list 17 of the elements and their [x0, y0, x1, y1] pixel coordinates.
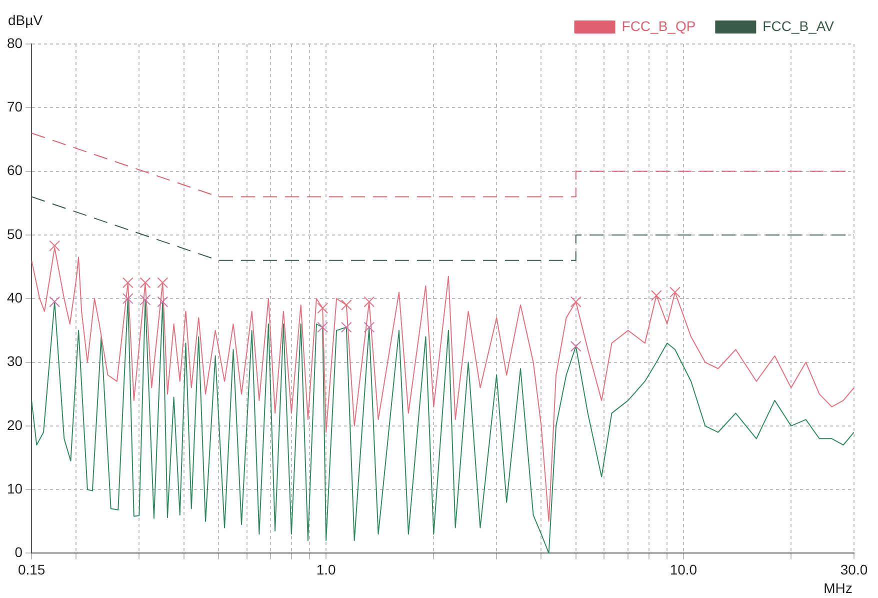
y-tick-label: 20	[6, 416, 23, 433]
legend-label: FCC_B_AV	[762, 18, 835, 34]
legend-label: FCC_B_QP	[622, 18, 696, 34]
y-tick-label: 0	[14, 544, 23, 560]
y-tick-label: 30	[6, 353, 23, 370]
x-tick-label: 10.0	[670, 561, 698, 578]
y-tick-label: 80	[6, 34, 23, 51]
x-tick-label: 1.0	[316, 561, 336, 578]
x-tick-label: 0.15	[18, 561, 46, 578]
y-tick-label: 70	[6, 98, 23, 115]
y-tick-label: 10	[6, 480, 23, 496]
x-tick-label: 30.0	[840, 561, 868, 578]
y-tick-label: 60	[6, 162, 23, 178]
y-tick-label: 50	[6, 226, 23, 242]
x-axis-title: MHz	[824, 580, 852, 596]
y-tick-label: 40	[6, 289, 23, 306]
y-axis-title: dBµV	[8, 12, 44, 28]
